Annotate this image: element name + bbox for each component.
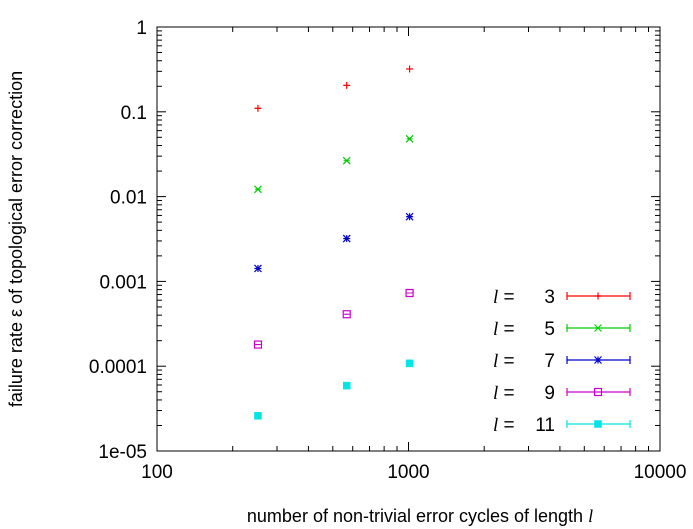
data-point <box>406 65 414 73</box>
data-point <box>254 185 262 194</box>
y-tick-label: 1 <box>136 18 147 39</box>
series-11 <box>254 359 414 420</box>
y-tick-label: 0.0001 <box>89 357 147 378</box>
x-axis-label: number of non-trivial error cycles of le… <box>247 506 593 526</box>
x-tick-label: 1000 <box>387 462 429 483</box>
series-5 <box>254 134 414 194</box>
data-point <box>254 412 262 420</box>
legend-label-prefix: l = <box>493 383 515 404</box>
legend-label-value: 7 <box>544 351 555 372</box>
legend-label-prefix: l = <box>493 287 515 308</box>
data-point <box>405 359 414 368</box>
axis-ticks <box>156 27 660 452</box>
series-9 <box>253 288 414 349</box>
data-point <box>342 156 351 165</box>
data-point <box>254 104 262 112</box>
legend-label-value: 11 <box>535 415 555 436</box>
legend-label-prefix: l = <box>493 415 515 436</box>
y-tick-label: 0.001 <box>99 272 147 293</box>
data-point <box>253 340 263 349</box>
legend-entry-5: l = 5 <box>493 319 631 340</box>
legend-label-value: 3 <box>544 287 555 308</box>
legend-label-prefix: l = <box>493 351 515 372</box>
series-3 <box>254 65 414 112</box>
x-tick-label: 10000 <box>634 462 687 483</box>
axis-tick-labels: 100 1000 10000 1 0.1 0.01 0.001 0.0001 1e-05 <box>89 18 687 483</box>
data-point <box>405 134 414 143</box>
legend-entry-3: l = 3 <box>493 287 631 308</box>
data-point <box>343 81 351 89</box>
data-point <box>405 212 414 221</box>
series-7 <box>254 212 414 273</box>
legend-entry-11: l = 11 <box>493 415 631 436</box>
data-point <box>405 288 414 298</box>
y-tick-label: 0.01 <box>110 188 147 209</box>
legend-label-value: 5 <box>544 319 555 340</box>
data-point <box>342 310 351 319</box>
data-point <box>254 264 262 273</box>
legend-label-prefix: l = <box>493 319 515 340</box>
legend-entry-9: l = 9 <box>493 383 631 404</box>
legend: l = 3 l = 5 l = 7 l = 9 l = 11 <box>493 287 631 436</box>
data-points <box>253 65 414 420</box>
legend-label-value: 9 <box>544 383 555 404</box>
legend-entry-7: l = 7 <box>493 351 631 372</box>
plot-frame <box>156 26 661 452</box>
x-tick-label: 100 <box>141 462 173 483</box>
data-point <box>342 381 351 390</box>
y-tick-label: 1e-05 <box>98 442 147 463</box>
y-tick-label: 0.1 <box>121 103 147 124</box>
data-point <box>342 234 351 243</box>
y-axis-label: failure rate ε of topological error corr… <box>6 71 26 407</box>
